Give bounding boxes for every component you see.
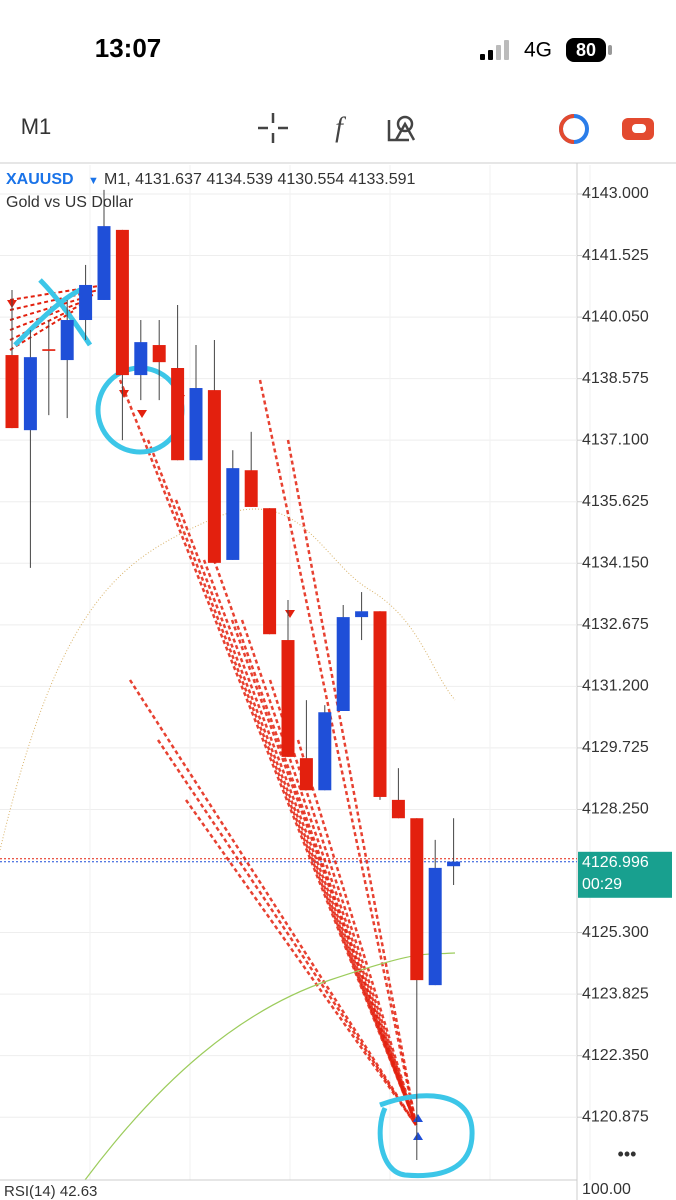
candle-body [281,640,295,757]
clock: 13:07 [95,33,162,63]
candles [5,189,461,1160]
y-tick-label: 4143.000 [582,185,649,202]
candle-body [336,617,350,711]
candle-body [5,355,19,429]
candle-body [244,470,258,507]
y-tick-label: 4134.150 [582,554,649,571]
trade-line [202,559,418,1126]
trade-line [240,619,418,1126]
candle-body [134,342,148,376]
trade-line [174,499,418,1126]
grid [0,165,591,1180]
candle-body [42,349,56,351]
candle-body [189,388,203,461]
rsi-value: 42.63 [60,1183,98,1200]
candle-body [263,508,277,635]
last-price-box [578,851,672,898]
buy-arrow [413,1114,423,1122]
moving-average [0,508,456,851]
y-tick-label: 4131.200 [582,678,649,695]
moving-average [84,952,456,1181]
crosshair-button[interactable] [258,113,288,143]
battery [566,38,606,62]
trade-line [118,379,418,1126]
candle-body [428,867,442,986]
buy-arrow [413,1132,423,1140]
hand-mark [13,278,93,347]
network-type: 4G [524,39,552,62]
y-tick-label: 4125.300 [582,924,649,941]
trade-line [258,379,418,1126]
hand-circle [377,1093,475,1179]
y-tick-label: 4135.625 [582,493,649,510]
y-tick-label: 4123.825 [582,985,649,1002]
rsi-axis-label: 100.00 [582,1181,631,1198]
candle-body [373,611,387,797]
candle-body [97,226,111,300]
rsi-label: RSI(14) 42.63 [4,1183,97,1200]
trade-line [9,304,82,341]
candle-body [171,368,185,461]
y-tick-label: 4128.250 [582,801,649,818]
battery-level: 80 [576,40,596,60]
y-tick-label: 4140.050 [582,308,649,325]
trade-line [230,619,418,1126]
last-price-label: 4126.996 [582,854,649,871]
candle-body [391,799,405,819]
candle-body [299,758,313,791]
y-tick-label: 4137.100 [582,431,649,448]
y-tick-label: 4122.350 [582,1047,649,1064]
timeframe-button[interactable]: M1 [21,114,52,139]
sell-arrow [137,410,147,418]
header-close: 4133.591 [349,171,416,188]
indicators-button[interactable]: f [335,112,346,143]
signal-icon [480,40,509,60]
header-high: 4134.539 [206,171,273,188]
candle-body [318,712,332,791]
candle-body [410,818,424,981]
price-axis: 4143.000 4141.525 4140.050 4138.575 4137.100… [577,185,672,1125]
y-tick-label: 4132.675 [582,616,649,633]
candle-body [355,611,369,618]
trade-line [184,799,418,1126]
sell-arrow [119,390,129,398]
rsi-name: RSI(14) [4,1183,56,1200]
annotations [0,267,475,1181]
more-button[interactable]: ••• [618,1144,637,1164]
header-timeframe: M1, [104,171,131,188]
symbol[interactable]: XAUUSD [6,171,74,188]
y-tick-label: 4141.525 [582,247,649,264]
countdown-label: 00:29 [582,876,622,893]
header-low: 4130.554 [278,171,345,188]
battery-tip [608,45,612,55]
objects-button[interactable] [387,115,416,142]
y-tick-label: 4138.575 [582,370,649,387]
trade-button[interactable] [559,114,589,144]
y-tick-label: 4129.725 [582,739,649,756]
candle-body [152,345,166,363]
symbol-dropdown[interactable]: ▼ [88,175,99,187]
header-ohlc: M1, 4131.637 4134.539 4130.554 4133.591 [104,171,416,188]
y-tick-label: 4120.875 [582,1108,649,1125]
candle-body [226,468,240,560]
candle-body [207,390,221,563]
candle-body [115,229,129,376]
trade-line [156,739,418,1126]
symbol-description: Gold vs US Dollar [6,194,134,211]
candle-body [23,357,37,431]
candle-body [447,861,461,867]
trade-line [9,309,76,351]
candle-body [60,320,74,361]
candle-body [79,284,93,321]
chart-type-button[interactable] [622,118,654,140]
header-open: 4131.637 [135,171,202,188]
sell-arrow [285,610,295,618]
